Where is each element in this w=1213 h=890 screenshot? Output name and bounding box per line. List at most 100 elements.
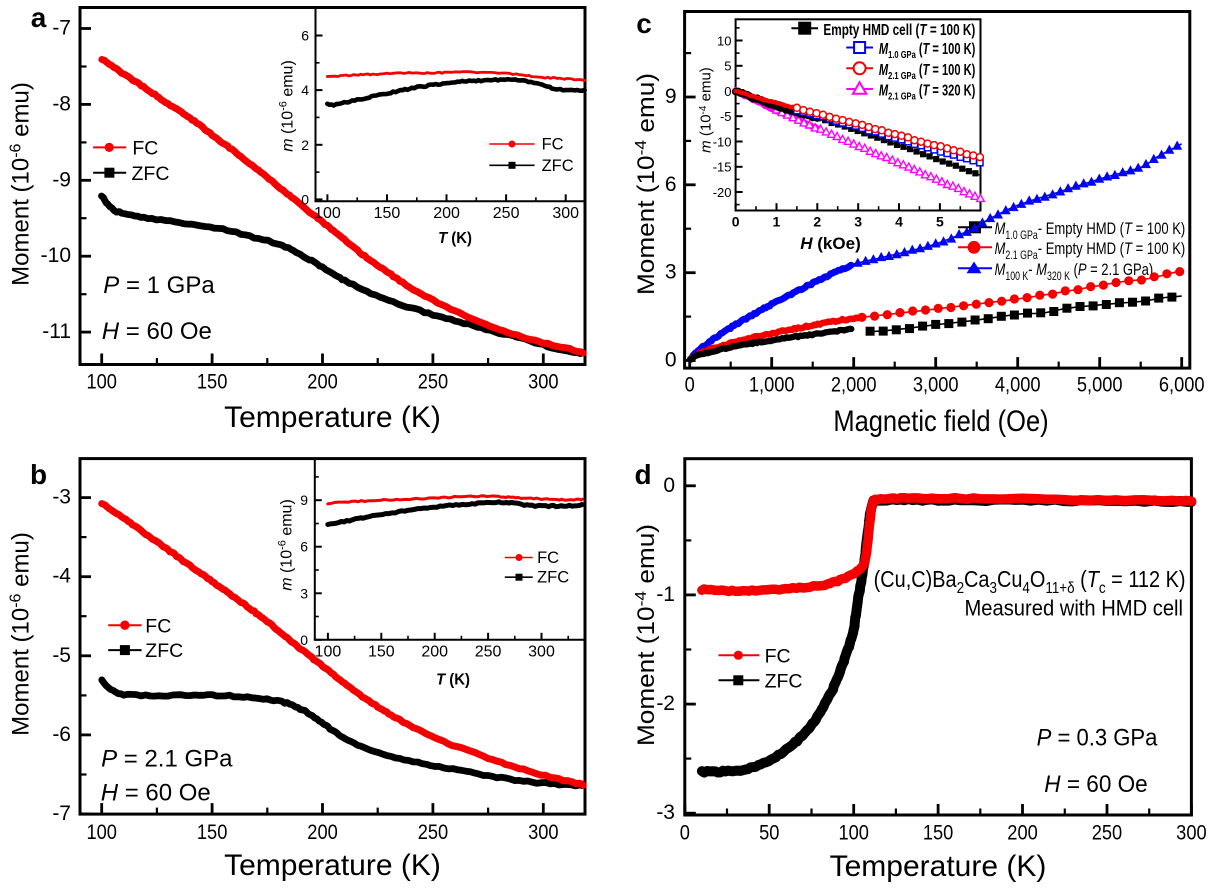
svg-text:150: 150	[197, 821, 228, 844]
svg-text:300: 300	[1176, 821, 1207, 844]
svg-text:300: 300	[528, 821, 559, 844]
svg-text:6: 6	[301, 27, 309, 43]
svg-text:FC: FC	[132, 138, 158, 160]
svg-text:Temperature (K): Temperature (K)	[224, 849, 441, 882]
svg-text:T (K): T (K)	[438, 230, 472, 248]
svg-text:(Cu,C)Ba2Ca3Cu4O11+δ (Tc = 112: (Cu,C)Ba2Ca3Cu4O11+δ (Tc = 112 K)	[874, 567, 1186, 598]
svg-text:T (K): T (K)	[436, 671, 470, 689]
svg-text:M1.0 GPa- Empty HMD (T = 100 K: M1.0 GPa- Empty HMD (T = 100 K)	[995, 219, 1186, 242]
svg-text:200: 200	[307, 370, 338, 393]
svg-text:M2.1 GPa (T = 320 K): M2.1 GPa (T = 320 K)	[879, 82, 975, 102]
svg-text:6,000: 6,000	[1159, 373, 1205, 396]
svg-text:250: 250	[418, 370, 449, 393]
svg-text:0: 0	[663, 474, 675, 497]
svg-text:-2: -2	[656, 692, 675, 715]
svg-text:250: 250	[493, 205, 520, 222]
svg-text:200: 200	[1007, 821, 1038, 844]
svg-text:250: 250	[475, 644, 502, 661]
svg-text:Moment (10-6 emu): Moment (10-6 emu)	[8, 82, 35, 286]
svg-text:Temperature (K): Temperature (K)	[224, 401, 441, 434]
svg-text:Moment (10-4 emu): Moment (10-4 emu)	[633, 73, 660, 295]
svg-text:300: 300	[528, 644, 555, 661]
svg-text:2: 2	[301, 137, 309, 153]
svg-text:100: 100	[86, 821, 117, 844]
svg-text:200: 200	[421, 644, 448, 661]
svg-text:a: a	[31, 2, 47, 33]
svg-text:c: c	[636, 8, 652, 39]
svg-text:ZFC: ZFC	[542, 157, 574, 175]
svg-text:-5: -5	[52, 644, 71, 667]
svg-text:Measured with HMD cell: Measured with HMD cell	[965, 597, 1183, 621]
svg-text:5,000: 5,000	[1077, 373, 1123, 396]
svg-text:-7: -7	[52, 17, 71, 40]
svg-text:ZFC: ZFC	[537, 569, 569, 587]
svg-text:0: 0	[300, 632, 308, 648]
svg-text:3,000: 3,000	[913, 373, 959, 396]
svg-text:5: 5	[936, 213, 944, 229]
svg-text:ZFC: ZFC	[765, 670, 803, 692]
svg-text:P = 1 GPa: P = 1 GPa	[103, 272, 215, 299]
svg-text:150: 150	[923, 821, 954, 844]
svg-text:0: 0	[665, 349, 677, 372]
svg-text:ZFC: ZFC	[132, 163, 170, 185]
svg-text:3: 3	[665, 261, 677, 284]
svg-text:300: 300	[528, 370, 559, 393]
svg-text:100: 100	[314, 205, 341, 222]
svg-text:150: 150	[374, 205, 401, 222]
svg-text:150: 150	[197, 370, 228, 393]
svg-text:-3: -3	[656, 801, 675, 824]
svg-text:0: 0	[724, 84, 731, 99]
svg-text:300: 300	[552, 205, 579, 222]
svg-text:m (10-4 emu): m (10-4 emu)	[698, 67, 715, 153]
svg-text:5: 5	[724, 59, 731, 74]
svg-text:-4: -4	[52, 565, 71, 588]
svg-text:FC: FC	[542, 136, 564, 154]
svg-text:-8: -8	[52, 92, 71, 115]
svg-text:0: 0	[680, 821, 690, 844]
svg-text:-1: -1	[656, 583, 675, 606]
svg-text:FC: FC	[765, 645, 791, 667]
svg-text:H = 60 Oe: H = 60 Oe	[101, 779, 211, 806]
svg-text:Temperature (K): Temperature (K)	[830, 850, 1047, 883]
svg-text:Magnetic field (Oe): Magnetic field (Oe)	[833, 404, 1048, 437]
svg-text:m (10-6 emu): m (10-6 emu)	[278, 60, 297, 152]
svg-text:-7: -7	[52, 802, 71, 825]
svg-text:4,000: 4,000	[995, 373, 1041, 396]
svg-text:H = 60 Oe: H = 60 Oe	[1044, 770, 1147, 797]
svg-text:200: 200	[307, 821, 338, 844]
svg-text:M2.1 GPa- Empty HMD (T = 100 K: M2.1 GPa- Empty HMD (T = 100 K)	[995, 239, 1186, 262]
svg-text:M1.0 GPa (T = 100 K): M1.0 GPa (T = 100 K)	[879, 40, 975, 60]
svg-text:-15: -15	[713, 160, 732, 175]
svg-text:1,000: 1,000	[749, 373, 795, 396]
svg-text:FC: FC	[145, 615, 171, 637]
svg-text:b: b	[30, 459, 47, 490]
svg-text:H (kOe): H (kOe)	[800, 234, 860, 253]
svg-text:ZFC: ZFC	[145, 640, 183, 662]
svg-text:-9: -9	[52, 168, 71, 191]
svg-text:-10: -10	[713, 134, 732, 149]
svg-text:0: 0	[685, 373, 695, 396]
svg-text:9: 9	[665, 85, 677, 108]
svg-text:2: 2	[813, 213, 821, 229]
svg-text:-11: -11	[42, 320, 71, 343]
svg-text:100: 100	[838, 821, 869, 844]
svg-text:100: 100	[315, 644, 342, 661]
svg-text:3: 3	[300, 585, 308, 601]
svg-text:1: 1	[773, 213, 781, 229]
svg-text:-3: -3	[52, 486, 71, 509]
svg-text:0: 0	[301, 191, 309, 207]
svg-text:M100 K- M320 K (P = 2.1 GPa): M100 K- M320 K (P = 2.1 GPa)	[995, 260, 1154, 283]
svg-text:H = 60 Oe: H = 60 Oe	[102, 318, 212, 345]
svg-text:250: 250	[1092, 821, 1123, 844]
svg-text:50: 50	[759, 821, 779, 844]
svg-text:M2.1 GPa (T = 100 K): M2.1 GPa (T = 100 K)	[879, 61, 975, 81]
svg-text:6: 6	[665, 173, 677, 196]
svg-text:FC: FC	[537, 549, 559, 567]
svg-text:m (10-6 emu): m (10-6 emu)	[277, 499, 296, 591]
svg-text:Moment (10-6 emu): Moment (10-6 emu)	[8, 532, 35, 736]
svg-text:4: 4	[895, 213, 903, 229]
svg-text:-10: -10	[41, 244, 71, 267]
svg-text:150: 150	[368, 644, 395, 661]
svg-text:Empty HMD cell (T = 100 K): Empty HMD cell (T = 100 K)	[823, 21, 975, 38]
svg-text:Moment (10-4 emu): Moment (10-4 emu)	[633, 524, 660, 746]
